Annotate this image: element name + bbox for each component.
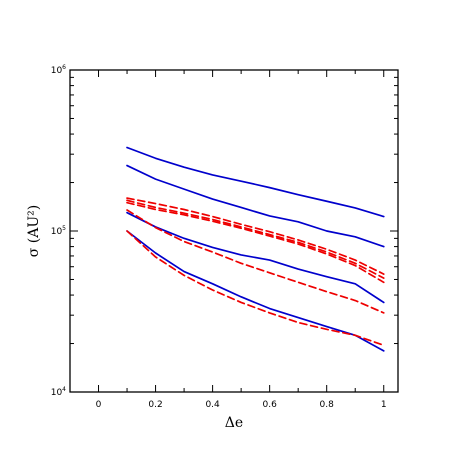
axis-ticks [70, 69, 398, 393]
y-tick-label: 105 [51, 225, 66, 237]
dashed-series-line [126, 199, 385, 279]
dashed-series-line [126, 201, 385, 284]
solid-series-line [126, 230, 385, 352]
dashed-series-line [126, 197, 385, 275]
series-lines [126, 146, 385, 352]
y-tick-label: 106 [51, 64, 66, 76]
dashed-series-line [126, 209, 385, 314]
x-tick-label: 0.8 [320, 400, 335, 410]
tick-labels: 0 0.2 0.4 0.6 0.8 1 104 105 106 [51, 64, 387, 410]
x-tick-label: 0 [96, 400, 102, 410]
x-tick-label: 0.2 [148, 400, 162, 410]
solid-series-line [126, 146, 385, 218]
solid-series-line [126, 211, 385, 304]
dashed-series-line [126, 230, 385, 347]
x-tick-label: 0.4 [205, 400, 220, 410]
x-tick-label: 1 [381, 400, 387, 410]
x-tick-label: 0.6 [262, 400, 277, 410]
y-tick-label: 104 [51, 386, 66, 398]
plot-frame [69, 69, 399, 393]
solid-series-line [126, 164, 385, 248]
y-axis-label: σ (AU²) [26, 205, 42, 257]
x-axis-label: Δe [225, 415, 243, 431]
